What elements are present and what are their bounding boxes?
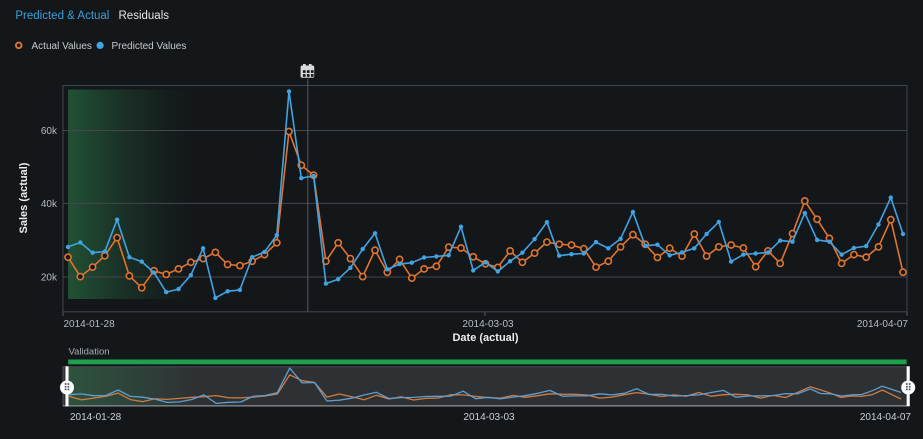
svg-text:2014-03-03: 2014-03-03 xyxy=(463,412,515,423)
svg-text:Date (actual): Date (actual) xyxy=(452,332,518,344)
svg-text:Predicted & Actual: Predicted & Actual xyxy=(15,10,109,22)
svg-text:2014-04-07: 2014-04-07 xyxy=(857,319,909,330)
svg-text:2014-01-28: 2014-01-28 xyxy=(64,319,116,330)
svg-text:60k: 60k xyxy=(41,126,58,137)
svg-text:2014-01-28: 2014-01-28 xyxy=(70,412,122,423)
svg-text:2014-03-03: 2014-03-03 xyxy=(462,319,514,330)
svg-text:40k: 40k xyxy=(41,199,58,210)
svg-text:Sales (actual): Sales (actual) xyxy=(18,162,30,233)
svg-text:Residuals: Residuals xyxy=(119,10,170,22)
svg-text:20k: 20k xyxy=(41,273,58,284)
svg-text:2014-04-07: 2014-04-07 xyxy=(860,412,912,423)
svg-text:Predicted Values: Predicted Values xyxy=(112,41,187,52)
svg-text:Validation: Validation xyxy=(69,347,110,358)
svg-text:Actual Values: Actual Values xyxy=(32,41,92,52)
